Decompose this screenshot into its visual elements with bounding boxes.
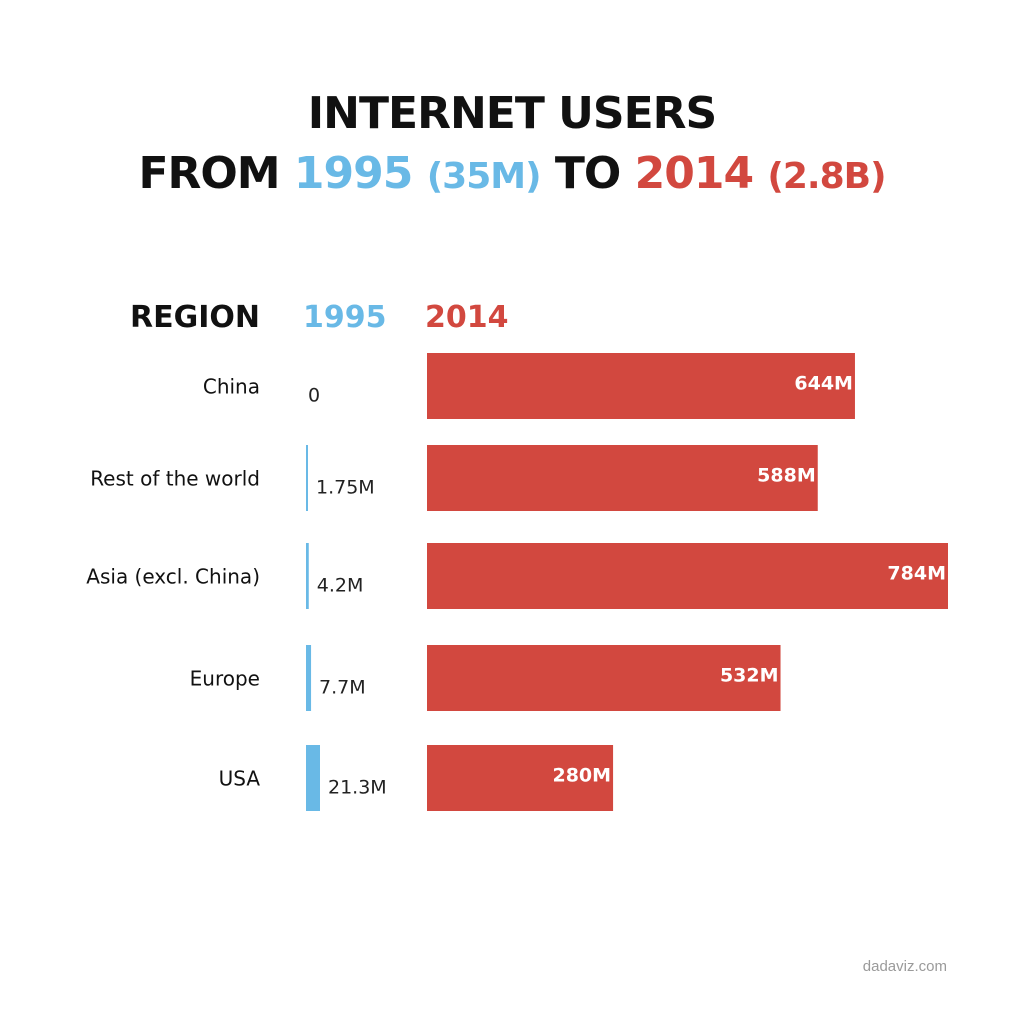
bar-2014 xyxy=(427,445,818,511)
bar-1995 xyxy=(306,745,320,811)
value-label-2014: 532M xyxy=(720,665,779,687)
category-label: China xyxy=(203,375,260,399)
bar-2014 xyxy=(427,645,781,711)
value-label-2014: 644M xyxy=(794,373,853,395)
chart-title-line1: INTERNET USERS xyxy=(307,88,717,139)
value-label-1995: 1.75M xyxy=(316,477,375,499)
bar-2014 xyxy=(427,745,614,811)
category-label: Asia (excl. China) xyxy=(86,565,260,589)
column-header-1995: 1995 xyxy=(303,300,387,335)
source-watermark: dadaviz.com xyxy=(862,958,947,975)
category-label: USA xyxy=(219,767,261,791)
region-column-header: REGION xyxy=(130,300,260,335)
category-label: Europe xyxy=(190,667,260,691)
bar-2014 xyxy=(427,353,855,419)
title-total-2014: (2.8B) xyxy=(767,156,886,197)
value-label-2014: 784M xyxy=(887,563,946,585)
column-header-2014: 2014 xyxy=(425,300,509,335)
value-label-2014: 588M xyxy=(757,465,816,487)
category-label: Rest of the world xyxy=(90,467,260,491)
value-label-2014: 280M xyxy=(552,765,611,787)
title-from-word: FROM xyxy=(138,148,280,199)
title-year-1995: 1995 xyxy=(293,148,413,199)
chart-title-line2: FROM 1995 (35M) TO 2014 (2.8B) xyxy=(0,148,1024,199)
bar-1995 xyxy=(306,445,308,511)
value-label-1995: 7.7M xyxy=(319,677,366,699)
value-label-1995: 4.2M xyxy=(317,575,364,597)
bar-1995 xyxy=(306,543,309,609)
bar-2014 xyxy=(427,543,948,609)
title-year-2014: 2014 xyxy=(634,148,754,199)
value-label-1995: 0 xyxy=(308,385,320,407)
title-total-1995: (35M) xyxy=(426,156,542,197)
value-label-1995: 21.3M xyxy=(328,777,387,799)
title-to-word: TO xyxy=(554,148,621,199)
bar-1995 xyxy=(306,645,312,711)
